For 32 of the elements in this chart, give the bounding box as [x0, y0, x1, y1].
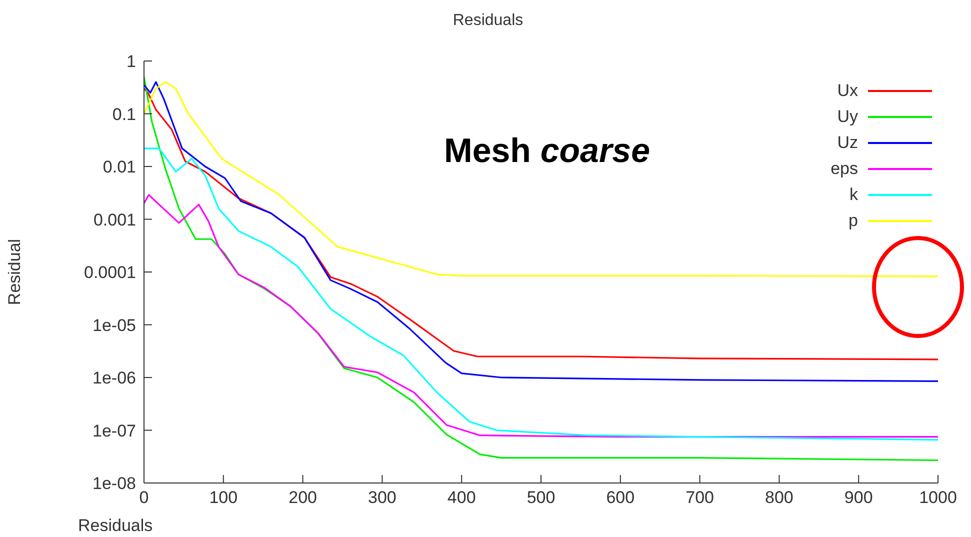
x-tick-label: 200: [288, 488, 317, 508]
legend-label: p: [848, 211, 858, 231]
chart-title: Residuals: [452, 12, 524, 30]
line-series: [144, 76, 938, 462]
legend-label: eps: [830, 159, 858, 179]
legend-label: Ux: [837, 81, 858, 101]
x-tick-label: 600: [606, 488, 635, 508]
y-tick-label: 1e-06: [92, 368, 136, 388]
y-tick-label: 1e-08: [92, 474, 136, 494]
y-axis-title: Residual: [5, 238, 24, 306]
legend-label: Uz: [837, 133, 858, 153]
x-axis-title: Residuals: [78, 516, 153, 536]
y-tick-label: 1: [126, 52, 136, 72]
y-tick-label: 0.001: [93, 210, 136, 230]
x-tick-label: 400: [447, 488, 476, 508]
x-tick-label: 700: [686, 488, 714, 508]
line-series: [144, 81, 938, 278]
x-tick-label: 1000: [919, 488, 957, 508]
y-tick-label: 0.1: [112, 104, 136, 124]
legend-label: k: [850, 185, 858, 205]
x-tick-label: 100: [209, 488, 238, 508]
x-tick-label: 900: [844, 488, 873, 508]
y-tick-label: 0.01: [102, 158, 136, 177]
y-tick-label: 0.0001: [84, 263, 136, 282]
y-tick-label: 1e-05: [92, 316, 136, 335]
legend-label: Uy: [837, 107, 858, 127]
x-tick-label: 300: [368, 488, 396, 508]
x-tick-label: 500: [526, 488, 556, 508]
y-tick-label: 1e-07: [92, 421, 136, 440]
annotation: Mesh coarse: [444, 132, 650, 171]
x-tick-label: 0: [139, 488, 149, 508]
x-tick-label: 800: [765, 488, 794, 508]
